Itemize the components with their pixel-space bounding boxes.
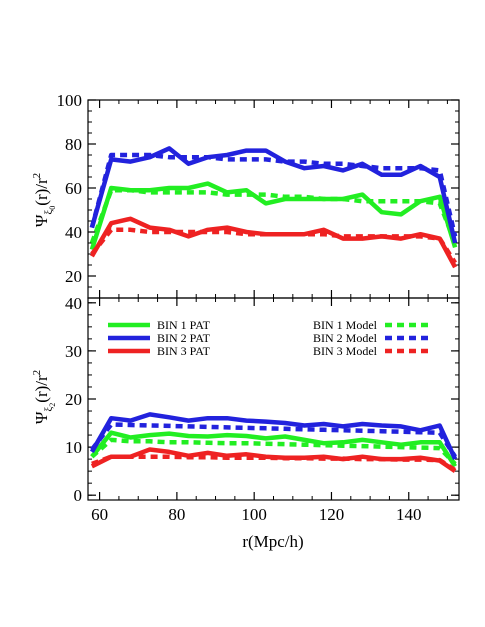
bottom-ylabel-subsub: 2 [48, 403, 57, 407]
legend-label-bin-2-model: BIN 2 Model [313, 331, 378, 345]
top-ytick-label: 100 [57, 91, 83, 110]
bottom-ylabel-sup: 2 [31, 370, 43, 376]
top-ylabel-rest: (r)/r [32, 178, 51, 206]
top-series-bin-2-pat [89, 146, 458, 244]
top-series-bin-3-pat [89, 216, 458, 269]
bottom-ytick-label: 40 [65, 294, 82, 313]
bottom-series-bin-2-pat [89, 412, 458, 461]
bottom-plot-frame [87, 297, 460, 501]
top-series-bin-3-model [90, 227, 457, 265]
legend-label-bin-1-model: BIN 1 Model [313, 318, 378, 332]
bottom-panel: 0 10 20 30 40 60 80 100 120 140 [65, 294, 460, 524]
top-ylabel-sup: 2 [31, 173, 43, 179]
top-series-bin-1-pat [89, 181, 458, 251]
x-axis-title: r(Mpc/h) [242, 532, 303, 551]
xtick-label: 100 [241, 505, 267, 524]
top-series-bin-1-model [89, 187, 458, 244]
bottom-series-bin-3-model [91, 454, 457, 473]
top-ylabel-sub: ξ [43, 210, 55, 215]
top-ylabel: Ψξ0(r)/r2 [31, 173, 57, 227]
top-ytick-label: 60 [65, 179, 82, 198]
bottom-ytick-label: 0 [74, 486, 83, 505]
xtick-label: 120 [319, 505, 345, 524]
top-ylabel-main: Ψ [32, 214, 51, 227]
legend-label-bin-3-pat: BIN 3 PAT [157, 344, 211, 358]
bottom-ytick-label: 20 [65, 390, 82, 409]
top-ylabel-subsub: 0 [48, 206, 57, 210]
bottom-series-bin-1-model [90, 437, 457, 466]
legend-label-bin-3-model: BIN 3 Model [313, 344, 378, 358]
bottom-ylabel-main: Ψ [32, 411, 51, 424]
bottom-ylabel-rest: (r)/r [32, 375, 51, 403]
xtick-label: 140 [396, 505, 422, 524]
bottom-ylabel: Ψξ2(r)/r2 [31, 370, 57, 424]
top-ytick-label: 20 [65, 267, 82, 286]
bottom-series-bin-3-pat [90, 447, 457, 473]
bottom-ylabel-sub: ξ [43, 407, 55, 412]
top-ytick-label: 80 [65, 135, 82, 154]
bottom-ytick-label: 30 [65, 342, 82, 361]
legend-label-bin-2-pat: BIN 2 PAT [157, 331, 211, 345]
bottom-series-bin-1-pat [90, 430, 457, 468]
top-ytick-label: 40 [65, 223, 82, 242]
legend-label-bin-1-pat: BIN 1 PAT [157, 318, 211, 332]
top-series-bin-2-model [89, 152, 458, 237]
bottom-ytick-label: 10 [65, 438, 82, 457]
bottom-series-bin-2-model [90, 422, 457, 458]
xtick-label: 80 [168, 505, 185, 524]
xtick-label: 60 [91, 505, 108, 524]
top-panel: 20 40 60 80 100 [57, 91, 460, 299]
